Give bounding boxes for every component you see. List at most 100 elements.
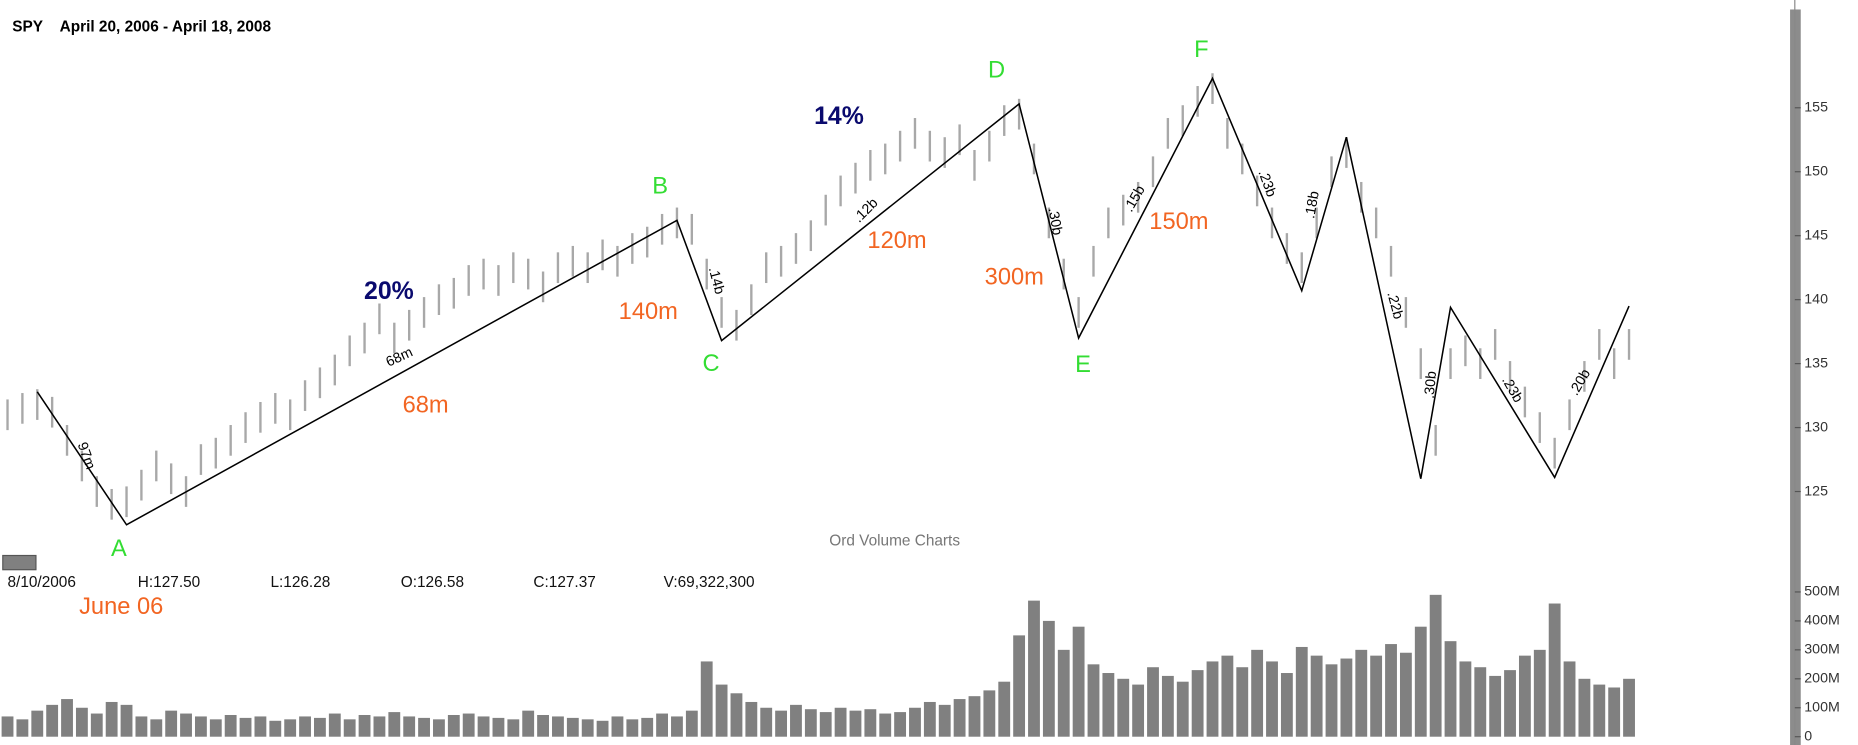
annotation: 68m	[384, 344, 416, 370]
info-text: C:127.37	[533, 574, 595, 591]
volume-bar	[477, 716, 490, 737]
volume-bar	[1370, 655, 1383, 737]
volume-bar	[1221, 655, 1234, 737]
volume-bar	[1206, 661, 1219, 737]
volume-bar	[239, 717, 252, 737]
annotation: 97m	[74, 440, 98, 471]
volume-bar	[923, 701, 936, 737]
volume-bar	[685, 710, 698, 737]
volume-bar	[1013, 635, 1026, 737]
volume-bar	[879, 713, 892, 737]
y-tick-label: 155	[1804, 100, 1828, 116]
volume-bar	[1518, 655, 1531, 737]
volume-bar	[373, 716, 386, 737]
y2-tick-label: 0	[1804, 728, 1812, 744]
volume-bar	[804, 709, 817, 737]
volume-bar	[224, 714, 237, 737]
volume-bar	[269, 720, 282, 737]
wave-label: F	[1194, 37, 1208, 63]
annotation: .23b	[1498, 374, 1526, 406]
volume-bar	[1132, 684, 1145, 737]
volume-bar	[522, 710, 535, 737]
volume-bar	[983, 690, 996, 737]
volume-bar	[656, 713, 669, 737]
volume-bar	[611, 716, 624, 737]
volume-bar	[328, 713, 341, 737]
volume-bar	[1161, 675, 1174, 737]
volume-bar	[1563, 661, 1576, 737]
volume-bar	[1310, 655, 1323, 737]
volume-bar	[968, 696, 981, 737]
volume-bar	[1028, 600, 1040, 737]
volume-bar	[1340, 658, 1353, 737]
volume-bar	[1117, 678, 1130, 737]
y-tick-label: 135	[1804, 355, 1828, 371]
volume-bar	[566, 717, 579, 737]
volume-bar	[1, 716, 14, 737]
annotation: .14b	[705, 265, 728, 296]
volume-bar	[1087, 664, 1100, 737]
volume-bar	[1251, 649, 1264, 737]
y2-tick-label: 200M	[1804, 671, 1840, 687]
volume-bar	[730, 693, 743, 737]
volume-bar	[909, 707, 921, 737]
volume-bar	[1474, 667, 1487, 737]
volume-bar	[1295, 646, 1308, 737]
info-text: V:69,322,300	[664, 574, 755, 591]
wave-label: C	[703, 351, 720, 377]
annotation: .20b	[1566, 366, 1594, 398]
volume-bar	[165, 710, 178, 737]
volume-bar	[864, 709, 877, 737]
volume-bar	[46, 704, 59, 737]
chart-subtitle: April 20, 2006 - April 18, 2008	[60, 18, 272, 35]
volume-bar	[760, 707, 773, 737]
volume-bar	[1280, 673, 1293, 737]
info-text: 8/10/2006	[8, 574, 76, 591]
volume-bar	[492, 717, 505, 737]
volume-bar	[299, 716, 311, 737]
volume-bar	[715, 684, 728, 737]
volume-bar	[1533, 649, 1546, 737]
volume-bar	[1147, 667, 1159, 737]
volume-bar	[209, 719, 222, 737]
annotation: 300m	[985, 265, 1044, 291]
volume-bar	[388, 712, 401, 737]
annotation: 20%	[364, 277, 414, 305]
chart-title: SPY	[12, 18, 43, 35]
annotation: 150m	[1149, 209, 1208, 235]
volume-bar	[1072, 626, 1085, 737]
note: June 06	[79, 594, 163, 620]
volume-bar	[31, 710, 44, 737]
info-text: O:126.58	[401, 574, 464, 591]
volume-bar	[1429, 594, 1442, 737]
annotation: .18b	[1302, 190, 1323, 220]
wave-label: B	[652, 173, 668, 199]
volume-bar	[1593, 684, 1606, 737]
y-tick-label: 150	[1804, 163, 1828, 179]
info-text: H:127.50	[138, 574, 200, 591]
volume-bar	[998, 681, 1011, 737]
volume-bar	[1578, 678, 1591, 737]
volume-bar	[1444, 641, 1457, 737]
annotation: 68m	[403, 393, 449, 419]
volume-bar	[1548, 603, 1561, 737]
y2-tick-label: 300M	[1804, 642, 1840, 658]
volume-bar	[894, 712, 907, 737]
wave-label: A	[111, 536, 127, 562]
annotation: .22b	[1383, 290, 1406, 321]
volume-bar	[150, 719, 163, 737]
volume-bar	[507, 719, 520, 737]
volume-bar	[1399, 652, 1412, 737]
panel-title: Ord Volume Charts	[829, 532, 960, 549]
y2-tick-label: 100M	[1804, 700, 1840, 716]
y2-tick-label: 400M	[1804, 613, 1840, 629]
volume-bar	[552, 716, 564, 737]
volume-bar	[1042, 620, 1055, 737]
volume-bar	[194, 716, 207, 737]
volume-bar	[1266, 661, 1278, 737]
volume-bar	[403, 716, 416, 737]
volume-bar	[61, 699, 73, 737]
annotation: 14%	[814, 102, 864, 130]
volume-bar	[1608, 687, 1621, 737]
